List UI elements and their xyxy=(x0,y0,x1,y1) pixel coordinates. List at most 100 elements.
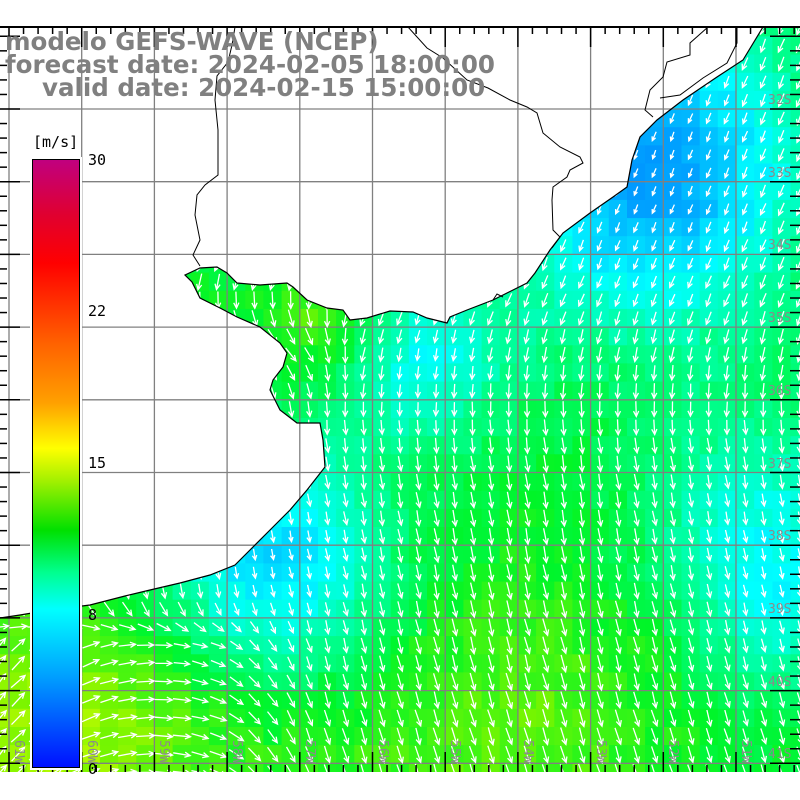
wind-arrow xyxy=(541,57,549,72)
wind-arrow xyxy=(195,146,204,164)
wind-arrow xyxy=(523,130,531,144)
wind-arrow xyxy=(414,128,422,145)
wind-arrow xyxy=(651,113,657,124)
wind-arrow xyxy=(705,275,712,289)
wind-arrow xyxy=(778,419,785,436)
wind-arrow xyxy=(578,419,585,437)
wind-arrow xyxy=(88,545,95,564)
wind-arrow xyxy=(414,330,421,344)
wind-arrow xyxy=(304,146,313,164)
wind-arrow xyxy=(542,419,549,437)
wind-cell xyxy=(790,163,800,183)
wind-arrow xyxy=(232,201,240,218)
wind-arrow xyxy=(523,400,531,419)
wind-arrow xyxy=(250,92,259,109)
wind-arrow xyxy=(177,273,185,291)
wind-arrow xyxy=(741,311,748,327)
wind-arrow xyxy=(432,256,440,272)
wind-arrow xyxy=(760,530,767,544)
wind-arrow xyxy=(215,474,222,490)
wind-arrow xyxy=(687,257,694,271)
wind-arrow xyxy=(486,238,495,254)
wind-arrow xyxy=(578,527,586,546)
wind-arrow xyxy=(523,220,530,235)
wind-arrow xyxy=(177,365,186,382)
wind-arrow xyxy=(88,473,95,491)
wind-arrow xyxy=(614,455,622,473)
wind-arrow xyxy=(250,56,259,73)
wind-arrow xyxy=(632,239,639,252)
wind-cell xyxy=(0,218,10,237)
wind-arrow xyxy=(341,255,350,273)
wind-arrow xyxy=(450,293,458,308)
latitude-label: 41S xyxy=(768,747,792,763)
wind-arrow xyxy=(523,329,530,345)
wind-arrow xyxy=(378,347,385,363)
wind-cell xyxy=(790,236,800,255)
wind-arrow xyxy=(778,547,785,562)
wind-arrow xyxy=(633,510,640,527)
wind-arrow xyxy=(0,37,4,52)
wind-cell xyxy=(699,27,719,37)
wind-cell xyxy=(0,690,10,710)
wind-arrow xyxy=(0,457,4,474)
wind-arrow xyxy=(124,400,131,419)
wind-arrow xyxy=(13,201,22,218)
wind-arrow xyxy=(723,167,730,180)
wind-arrow xyxy=(687,76,694,89)
wind-arrow xyxy=(633,222,639,234)
wind-arrow xyxy=(724,547,731,563)
wind-arrow xyxy=(632,311,639,326)
wind-arrow xyxy=(0,110,4,124)
wind-arrow xyxy=(377,55,386,73)
wind-arrow xyxy=(468,220,476,236)
wind-arrow xyxy=(232,110,241,127)
wind-arrow xyxy=(687,131,693,143)
wind-arrow xyxy=(196,511,204,527)
wind-arrow xyxy=(432,238,440,254)
wind-arrow xyxy=(596,94,603,107)
wind-arrow xyxy=(268,91,277,109)
wind-arrow xyxy=(122,55,131,73)
wind-arrow xyxy=(359,328,367,345)
wind-arrow xyxy=(267,347,279,362)
wind-arrow xyxy=(177,237,186,255)
wind-arrow xyxy=(324,401,331,418)
wind-arrow xyxy=(687,456,695,472)
wind-cell xyxy=(0,617,10,637)
wind-arrow xyxy=(578,491,586,510)
wind-arrow xyxy=(433,546,440,564)
wind-arrow xyxy=(777,38,786,54)
wind-arrow xyxy=(177,164,185,182)
wind-arrow xyxy=(232,255,240,273)
wind-arrow xyxy=(341,146,349,164)
wind-arrow xyxy=(596,311,603,326)
wind-arrow xyxy=(268,73,277,91)
wind-cell xyxy=(790,36,800,56)
wind-arrow xyxy=(68,55,76,73)
wind-arrow xyxy=(13,183,23,200)
wind-arrow xyxy=(269,291,276,310)
wind-arrow xyxy=(86,255,95,273)
wind-arrow xyxy=(687,438,695,454)
wind-arrow xyxy=(542,473,549,491)
wind-arrow xyxy=(0,128,4,142)
wind-arrow xyxy=(432,384,440,399)
wind-arrow xyxy=(322,92,331,109)
wind-arrow xyxy=(596,131,603,143)
wind-arrow xyxy=(215,456,222,472)
wind-arrow xyxy=(415,546,422,564)
wind-arrow xyxy=(469,437,476,454)
wind-arrow xyxy=(432,183,440,200)
wind-arrow xyxy=(705,167,712,179)
wind-arrow xyxy=(669,401,676,418)
wind-arrow xyxy=(306,511,313,526)
wind-arrow xyxy=(505,166,513,181)
wind-arrow xyxy=(341,74,350,91)
wind-arrow xyxy=(360,547,367,563)
wind-cell xyxy=(536,763,555,772)
wind-arrow xyxy=(14,110,22,127)
wind-arrow xyxy=(177,74,186,91)
wind-arrow xyxy=(468,129,476,145)
wind-arrow xyxy=(414,183,422,200)
